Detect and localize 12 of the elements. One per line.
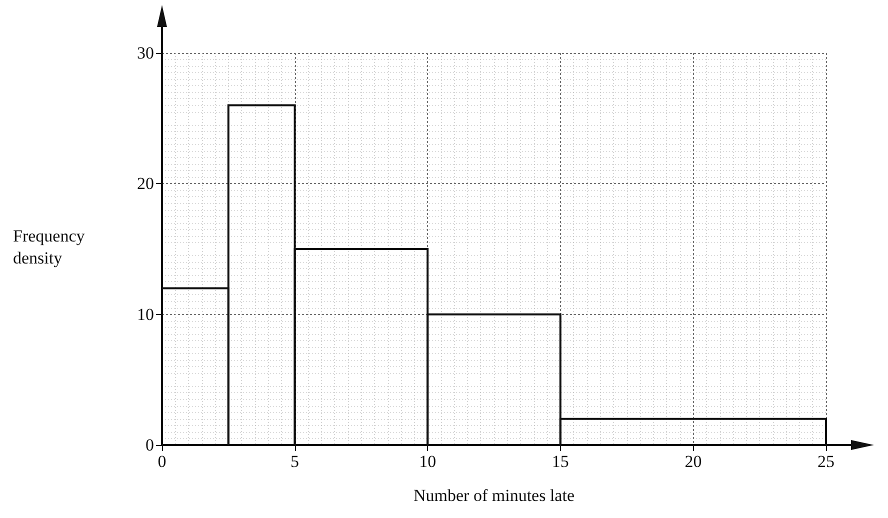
y-axis-title: Frequency density [13, 226, 90, 268]
x-axis-title: Number of minutes late [414, 486, 574, 505]
y-tick-label: 20 [137, 174, 154, 194]
x-tick-label: 20 [684, 452, 702, 471]
y-tick-label: 0 [146, 436, 154, 454]
y-tick-label: 30 [137, 44, 154, 62]
x-tick-label: 5 [290, 452, 300, 471]
x-tick-label: 25 [818, 452, 834, 471]
y-tick-label: 10 [137, 304, 154, 324]
x-tick-label: 15 [552, 452, 569, 471]
x-tick-label: 10 [419, 452, 436, 471]
x-tick-label: 0 [158, 452, 166, 471]
